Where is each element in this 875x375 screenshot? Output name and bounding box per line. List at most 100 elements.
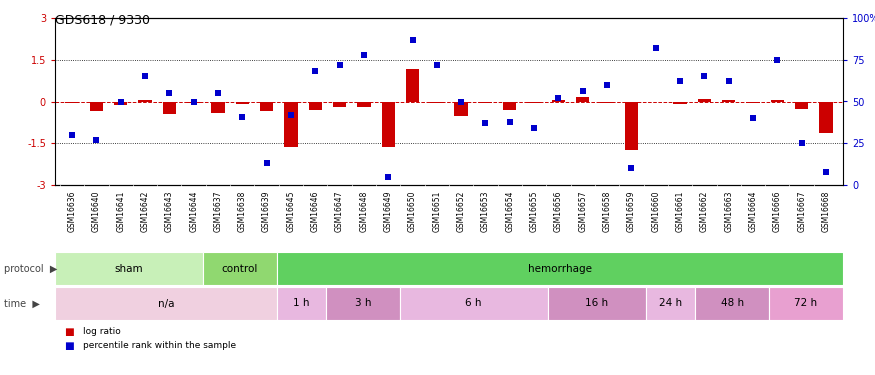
Bar <box>332 102 346 107</box>
Point <box>235 114 249 120</box>
Text: GSM16644: GSM16644 <box>189 190 198 232</box>
Text: GSM16641: GSM16641 <box>116 190 125 232</box>
Bar <box>746 102 760 103</box>
Text: 48 h: 48 h <box>721 298 744 309</box>
Bar <box>276 252 843 285</box>
Text: GSM16656: GSM16656 <box>554 190 563 232</box>
Bar <box>600 102 613 103</box>
Point <box>138 74 152 80</box>
Bar <box>400 287 548 320</box>
Text: GSM16653: GSM16653 <box>481 190 490 232</box>
Point <box>576 88 590 94</box>
Point <box>697 74 711 80</box>
Bar <box>646 287 696 320</box>
Bar <box>203 252 276 285</box>
Point <box>527 125 541 131</box>
Bar <box>674 102 687 104</box>
Point <box>819 169 833 175</box>
Text: GSM16639: GSM16639 <box>262 190 271 232</box>
Text: GSM16645: GSM16645 <box>286 190 296 232</box>
Point <box>114 99 128 105</box>
Text: GSM16637: GSM16637 <box>214 190 222 232</box>
Bar <box>235 102 249 104</box>
Text: GSM16663: GSM16663 <box>724 190 733 232</box>
Text: sham: sham <box>115 264 144 273</box>
Bar <box>454 102 468 116</box>
Text: 16 h: 16 h <box>585 298 608 309</box>
Bar <box>722 100 735 102</box>
Bar <box>819 102 833 133</box>
Text: 72 h: 72 h <box>794 298 817 309</box>
Text: ■: ■ <box>64 327 74 337</box>
Text: time  ▶: time ▶ <box>4 298 40 309</box>
Point <box>260 160 274 166</box>
Point <box>186 99 200 105</box>
Point <box>382 174 396 180</box>
Text: ■: ■ <box>64 341 74 351</box>
Text: 24 h: 24 h <box>659 298 682 309</box>
Bar <box>114 102 128 105</box>
Bar <box>187 102 200 103</box>
Point <box>722 78 736 84</box>
Point <box>357 52 371 58</box>
Bar <box>503 102 516 110</box>
Point <box>794 140 808 146</box>
Text: GSM16655: GSM16655 <box>529 190 539 232</box>
Bar <box>528 102 541 103</box>
Point <box>89 137 103 143</box>
Text: GDS618 / 9330: GDS618 / 9330 <box>55 13 150 26</box>
Bar <box>211 102 225 113</box>
Point <box>284 112 298 118</box>
Point <box>65 132 79 138</box>
Text: GSM16662: GSM16662 <box>700 190 709 232</box>
Bar <box>479 102 492 103</box>
Text: percentile rank within the sample: percentile rank within the sample <box>83 342 236 351</box>
Text: GSM16654: GSM16654 <box>505 190 514 232</box>
Text: GSM16664: GSM16664 <box>748 190 758 232</box>
Point <box>308 69 322 75</box>
Bar <box>795 102 808 109</box>
Text: n/a: n/a <box>158 298 174 309</box>
Bar <box>66 102 79 103</box>
Bar <box>382 102 395 147</box>
Bar <box>430 102 444 103</box>
Point <box>162 90 176 96</box>
Point <box>454 99 468 105</box>
Text: GSM16661: GSM16661 <box>676 190 684 232</box>
Text: GSM16668: GSM16668 <box>822 190 830 232</box>
Text: GSM16650: GSM16650 <box>408 190 417 232</box>
Bar <box>697 99 711 102</box>
Text: GSM16657: GSM16657 <box>578 190 587 232</box>
Point <box>625 165 639 171</box>
Text: GSM16647: GSM16647 <box>335 190 344 232</box>
Bar <box>138 100 151 102</box>
Bar <box>406 69 419 102</box>
Text: GSM16642: GSM16642 <box>141 190 150 232</box>
Text: control: control <box>221 264 258 273</box>
Text: log ratio: log ratio <box>83 327 121 336</box>
Bar <box>55 252 203 285</box>
Text: GSM16649: GSM16649 <box>384 190 393 232</box>
Text: 1 h: 1 h <box>293 298 310 309</box>
Bar <box>625 102 638 150</box>
Point <box>770 57 784 63</box>
Text: GSM16640: GSM16640 <box>92 190 101 232</box>
Bar <box>55 287 276 320</box>
Text: GSM16660: GSM16660 <box>651 190 661 232</box>
Text: 6 h: 6 h <box>466 298 482 309</box>
Text: GSM16658: GSM16658 <box>603 190 612 232</box>
Bar <box>309 102 322 110</box>
Point <box>746 115 760 121</box>
Text: GSM16651: GSM16651 <box>432 190 441 232</box>
Point <box>332 62 346 68</box>
Text: GSM16643: GSM16643 <box>164 190 174 232</box>
Bar <box>769 287 843 320</box>
Point <box>479 120 493 126</box>
Point <box>551 95 565 101</box>
Point <box>600 82 614 88</box>
Bar <box>696 287 769 320</box>
Text: GSM16659: GSM16659 <box>626 190 636 232</box>
Bar <box>771 100 784 102</box>
Text: GSM16638: GSM16638 <box>238 190 247 232</box>
Text: GSM16667: GSM16667 <box>797 190 806 232</box>
